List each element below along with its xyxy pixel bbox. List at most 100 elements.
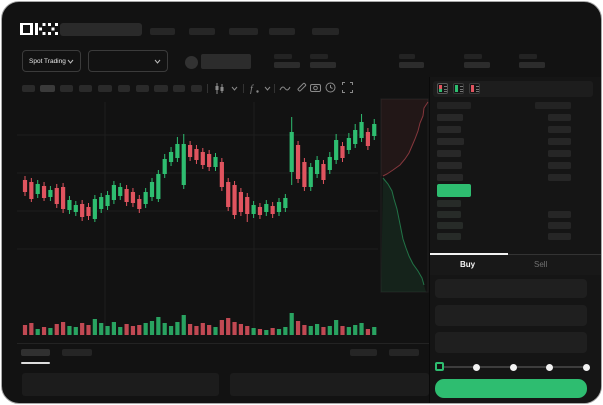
timeframe-button[interactable] xyxy=(60,85,73,92)
volume-bar xyxy=(73,327,78,335)
timeframe-button[interactable] xyxy=(40,85,55,92)
orderbook-ask-price[interactable] xyxy=(437,162,462,169)
orderbook-combined-view-icon[interactable] xyxy=(437,83,448,94)
nav-item-placeholder[interactable] xyxy=(189,28,215,35)
orderbook-asks-view-icon[interactable] xyxy=(469,83,480,94)
candle-body xyxy=(238,192,243,212)
candle-body xyxy=(124,189,129,202)
stat-value-placeholder xyxy=(519,62,545,68)
volume-bar xyxy=(365,329,370,335)
stat-value-placeholder xyxy=(310,62,336,68)
candle-body xyxy=(181,144,186,185)
volume-bar xyxy=(194,326,199,335)
stat-value-placeholder xyxy=(274,62,300,68)
candle-body xyxy=(334,140,339,160)
bottom-tab[interactable] xyxy=(21,349,50,356)
volume-bar xyxy=(162,323,167,335)
orderbook-bids-view-icon[interactable] xyxy=(453,83,464,94)
candle-body xyxy=(86,207,91,216)
timeframe-button[interactable] xyxy=(136,85,149,92)
bottom-tab-indicator xyxy=(21,362,50,364)
history-icon[interactable] xyxy=(325,82,336,93)
volume-bar xyxy=(264,330,269,335)
bottom-divider xyxy=(17,343,429,344)
candle-body xyxy=(61,187,66,209)
volume-bar xyxy=(270,328,275,335)
volume-bar xyxy=(372,327,377,335)
stat-label-placeholder xyxy=(519,54,537,59)
camera-icon[interactable] xyxy=(310,82,321,93)
nav-item-placeholder[interactable] xyxy=(312,28,339,35)
price-field[interactable] xyxy=(435,305,587,326)
orderbook-bid-price[interactable] xyxy=(437,222,463,229)
volume-bar xyxy=(346,327,351,335)
bottom-info-panel xyxy=(230,373,429,396)
orderbook-ask-price[interactable] xyxy=(437,114,463,121)
orderbook-header-price xyxy=(437,102,471,109)
orderbook-ask-price[interactable] xyxy=(437,150,461,157)
orderbook-ask-price[interactable] xyxy=(437,138,464,145)
tab-buy[interactable]: Buy xyxy=(430,254,510,275)
volume-bar xyxy=(232,322,237,335)
slider-handle[interactable] xyxy=(435,362,444,371)
slider-step-dot[interactable] xyxy=(473,363,480,371)
amount-slider[interactable] xyxy=(435,359,593,374)
timeframe-button[interactable] xyxy=(118,85,130,92)
volume-bar xyxy=(207,325,212,335)
timeframe-button[interactable] xyxy=(154,85,168,92)
nav-item-placeholder[interactable] xyxy=(150,28,175,35)
orderbook-bid-price[interactable] xyxy=(437,211,461,218)
volume-bar xyxy=(137,325,142,335)
orderbook-bid-price[interactable] xyxy=(437,233,461,240)
buy-submit-button[interactable] xyxy=(435,379,587,398)
pair-selector-dropdown[interactable] xyxy=(88,50,168,72)
search-input[interactable] xyxy=(60,23,142,36)
candle-body xyxy=(118,187,123,196)
orderbook-ask-amount xyxy=(548,150,571,157)
bottom-tab[interactable] xyxy=(62,349,92,356)
wave-tool-icon[interactable] xyxy=(279,85,291,92)
bottom-action-placeholder[interactable] xyxy=(350,349,377,356)
candle-body xyxy=(54,188,59,204)
orderbook-ask-price[interactable] xyxy=(437,126,461,133)
nav-item-placeholder[interactable] xyxy=(229,28,258,35)
volume-bar xyxy=(67,326,72,335)
volume-bar xyxy=(276,329,282,335)
okx-logo[interactable] xyxy=(20,23,58,35)
volume-bar xyxy=(143,323,148,335)
chevron-down-icon[interactable] xyxy=(231,86,238,91)
orderbook-bid-amount xyxy=(548,222,571,229)
candle-body xyxy=(315,160,320,174)
orderbook-bid-price[interactable] xyxy=(437,200,461,207)
tab-sell[interactable]: Sell xyxy=(510,254,593,275)
orderbook-header-amount xyxy=(535,102,571,109)
timeframe-button[interactable] xyxy=(79,85,92,92)
orderbook-ask-price[interactable] xyxy=(437,174,463,181)
orderbook-ask-amount xyxy=(548,126,571,133)
timeframe-button[interactable] xyxy=(98,85,112,92)
slider-step-dot[interactable] xyxy=(582,363,590,371)
market-mode-dropdown[interactable]: Spot Trading xyxy=(22,50,81,72)
timeframe-button[interactable] xyxy=(22,85,35,92)
slider-step-dot[interactable] xyxy=(546,363,553,371)
volume-bar xyxy=(181,315,186,335)
depth-asks-area xyxy=(381,99,428,176)
candle-body xyxy=(92,199,97,219)
chevron-down-icon[interactable] xyxy=(264,86,271,91)
timeframe-button[interactable] xyxy=(191,85,202,92)
candle-body xyxy=(194,149,199,160)
fullscreen-icon[interactable] xyxy=(342,82,353,93)
bottom-action-placeholder[interactable] xyxy=(389,349,419,356)
draw-tool-icon[interactable] xyxy=(296,82,307,93)
timeframe-button[interactable] xyxy=(173,85,185,92)
amount-field[interactable] xyxy=(435,332,587,353)
order-type-field[interactable] xyxy=(435,279,587,298)
candle-style-icon[interactable] xyxy=(214,83,225,94)
nav-item-placeholder[interactable] xyxy=(269,28,295,35)
indicators-icon[interactable]: f xyxy=(249,83,260,94)
volume-bar xyxy=(226,318,231,335)
slider-step-dot[interactable] xyxy=(509,363,517,371)
candle-body xyxy=(168,152,174,162)
